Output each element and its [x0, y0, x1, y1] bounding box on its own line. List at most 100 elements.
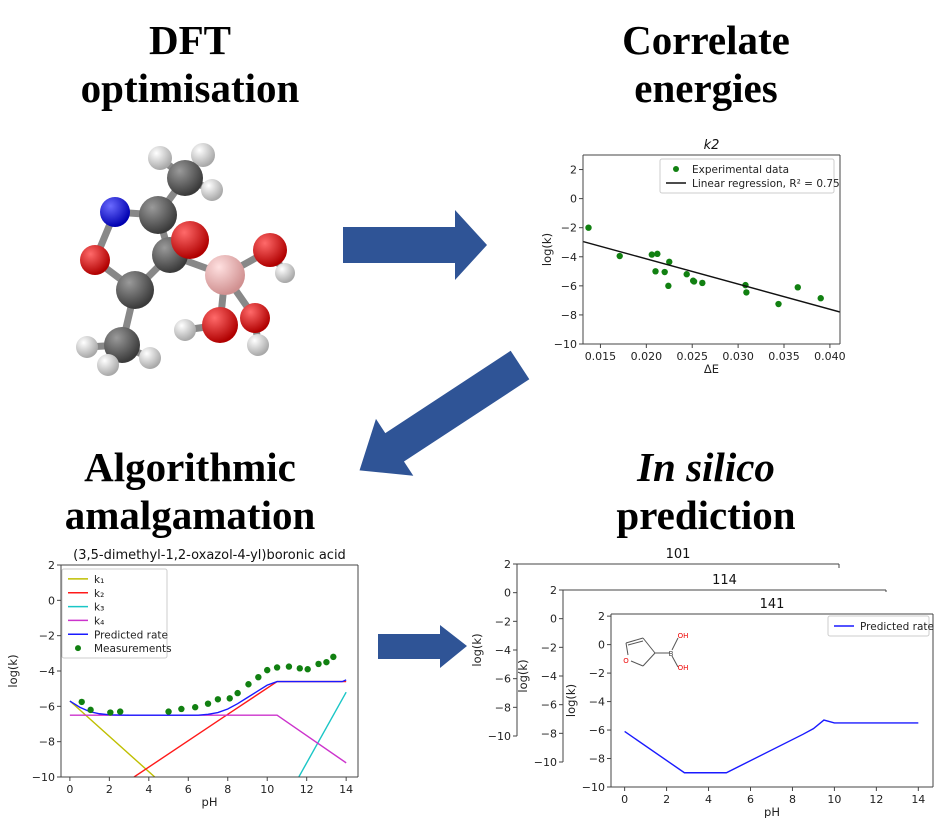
- legend-frame: [659, 158, 835, 194]
- y-tick-label: −4: [495, 644, 511, 657]
- boron-atom: [205, 255, 245, 295]
- x-tick-label: 0.040: [814, 350, 846, 363]
- x-tick-label: 14: [339, 783, 353, 796]
- heading-line: amalgamation: [64, 492, 316, 538]
- data-point: [315, 660, 322, 668]
- x-tick-label: 2: [106, 783, 113, 796]
- data-point: [304, 666, 311, 673]
- data-point: [817, 295, 824, 302]
- y-tick-label: 0: [550, 613, 557, 626]
- data-point: [330, 653, 337, 661]
- y-tick-label: −2: [589, 667, 605, 680]
- heading-line: Algorithmic: [84, 444, 296, 490]
- data-point: [117, 708, 124, 715]
- legend-label: Predicted rate: [94, 629, 168, 641]
- x-tick-label: 4: [705, 793, 712, 806]
- data-point: [296, 665, 303, 672]
- data-point: [616, 252, 623, 260]
- oxygen-atom: [202, 307, 238, 343]
- heading-line: DFT: [149, 17, 231, 63]
- x-tick-label: 10: [827, 793, 841, 806]
- y-tick-label: −4: [39, 665, 55, 678]
- arrow-right-icon: [343, 210, 487, 280]
- structure-bond: [627, 640, 644, 646]
- hydrogen-atom: [247, 334, 269, 356]
- hydrogen-atom: [76, 336, 98, 358]
- y-tick-label: −6: [561, 280, 577, 293]
- data-point: [648, 251, 656, 258]
- legend-frame: [61, 568, 168, 659]
- legend-label: Linear regression, R² = 0.75: [692, 178, 840, 190]
- heading-line: energies: [634, 65, 778, 111]
- carbon-atom: [167, 160, 203, 196]
- data-point: [214, 696, 222, 703]
- series-1: [583, 240, 840, 313]
- structure-bond: [625, 642, 629, 656]
- data-point: [264, 666, 271, 674]
- hydrogen-atom: [191, 143, 215, 167]
- y-tick-label: −2: [39, 630, 55, 643]
- legend-dot-swatch: [75, 645, 81, 652]
- y-tick-label: −8: [39, 736, 55, 749]
- furan-boronic-acid-structure: O B OH OH: [623, 632, 688, 672]
- x-tick-label: 0: [621, 793, 628, 806]
- structure-atom-label: OH: [678, 664, 689, 672]
- heading-line: optimisation: [80, 65, 300, 111]
- y-tick-label: −10: [534, 756, 557, 769]
- y-tick-label: 2: [570, 164, 577, 177]
- series-5: [78, 653, 337, 716]
- nitrogen-atom: [100, 197, 130, 227]
- y-tick-label: 0: [504, 587, 511, 600]
- oxygen-atom: [253, 233, 287, 267]
- oxygen-atom: [171, 221, 209, 259]
- data-point: [285, 663, 293, 670]
- y-axis-label: log(k): [6, 654, 20, 687]
- x-axis-label: pH: [202, 795, 218, 809]
- series-line: [298, 691, 347, 777]
- y-tick-label: −8: [561, 309, 577, 322]
- y-tick-label: −4: [541, 670, 557, 683]
- y-tick-label: 2: [48, 559, 55, 572]
- oxygen-atom: [80, 245, 110, 275]
- y-tick-label: −8: [495, 701, 511, 714]
- y-tick-label: −6: [589, 724, 605, 737]
- legend-label: Experimental data: [692, 164, 789, 176]
- data-point: [699, 279, 706, 287]
- structure-bond: [671, 637, 679, 651]
- legend-label: k₄: [94, 615, 104, 627]
- carbon-atom: [139, 196, 177, 234]
- y-tick-label: −2: [561, 222, 577, 235]
- chart-title: (3,5-dimethyl-1,2-oxazol-4-yl)boronic ac…: [73, 548, 346, 563]
- data-point: [178, 705, 185, 713]
- data-point: [165, 708, 172, 715]
- y-tick-label: −6: [495, 673, 511, 686]
- data-point: [690, 278, 698, 285]
- series-line: [583, 240, 840, 313]
- data-point: [204, 700, 212, 707]
- heading-correlate-energies: Correlate energies: [526, 16, 886, 112]
- structure-bond: [630, 660, 644, 667]
- y-tick-label: 0: [48, 594, 55, 607]
- x-tick-label: 8: [789, 793, 796, 806]
- atoms: [76, 143, 295, 376]
- data-point: [87, 706, 94, 714]
- x-axis-label: pH: [764, 805, 780, 818]
- y-tick-label: −4: [589, 696, 605, 709]
- data-point: [661, 268, 668, 276]
- y-tick-label: −10: [32, 771, 55, 784]
- chart-title: 101: [666, 547, 691, 562]
- legend-frame: [827, 615, 930, 637]
- y-axis-label: log(k): [516, 659, 530, 692]
- y-axis-label: log(k): [470, 633, 484, 666]
- oxygen-atom: [240, 303, 270, 333]
- x-tick-label: 10: [260, 783, 274, 796]
- x-tick-label: 0: [66, 783, 73, 796]
- data-point: [652, 268, 659, 275]
- x-tick-label: 4: [145, 783, 152, 796]
